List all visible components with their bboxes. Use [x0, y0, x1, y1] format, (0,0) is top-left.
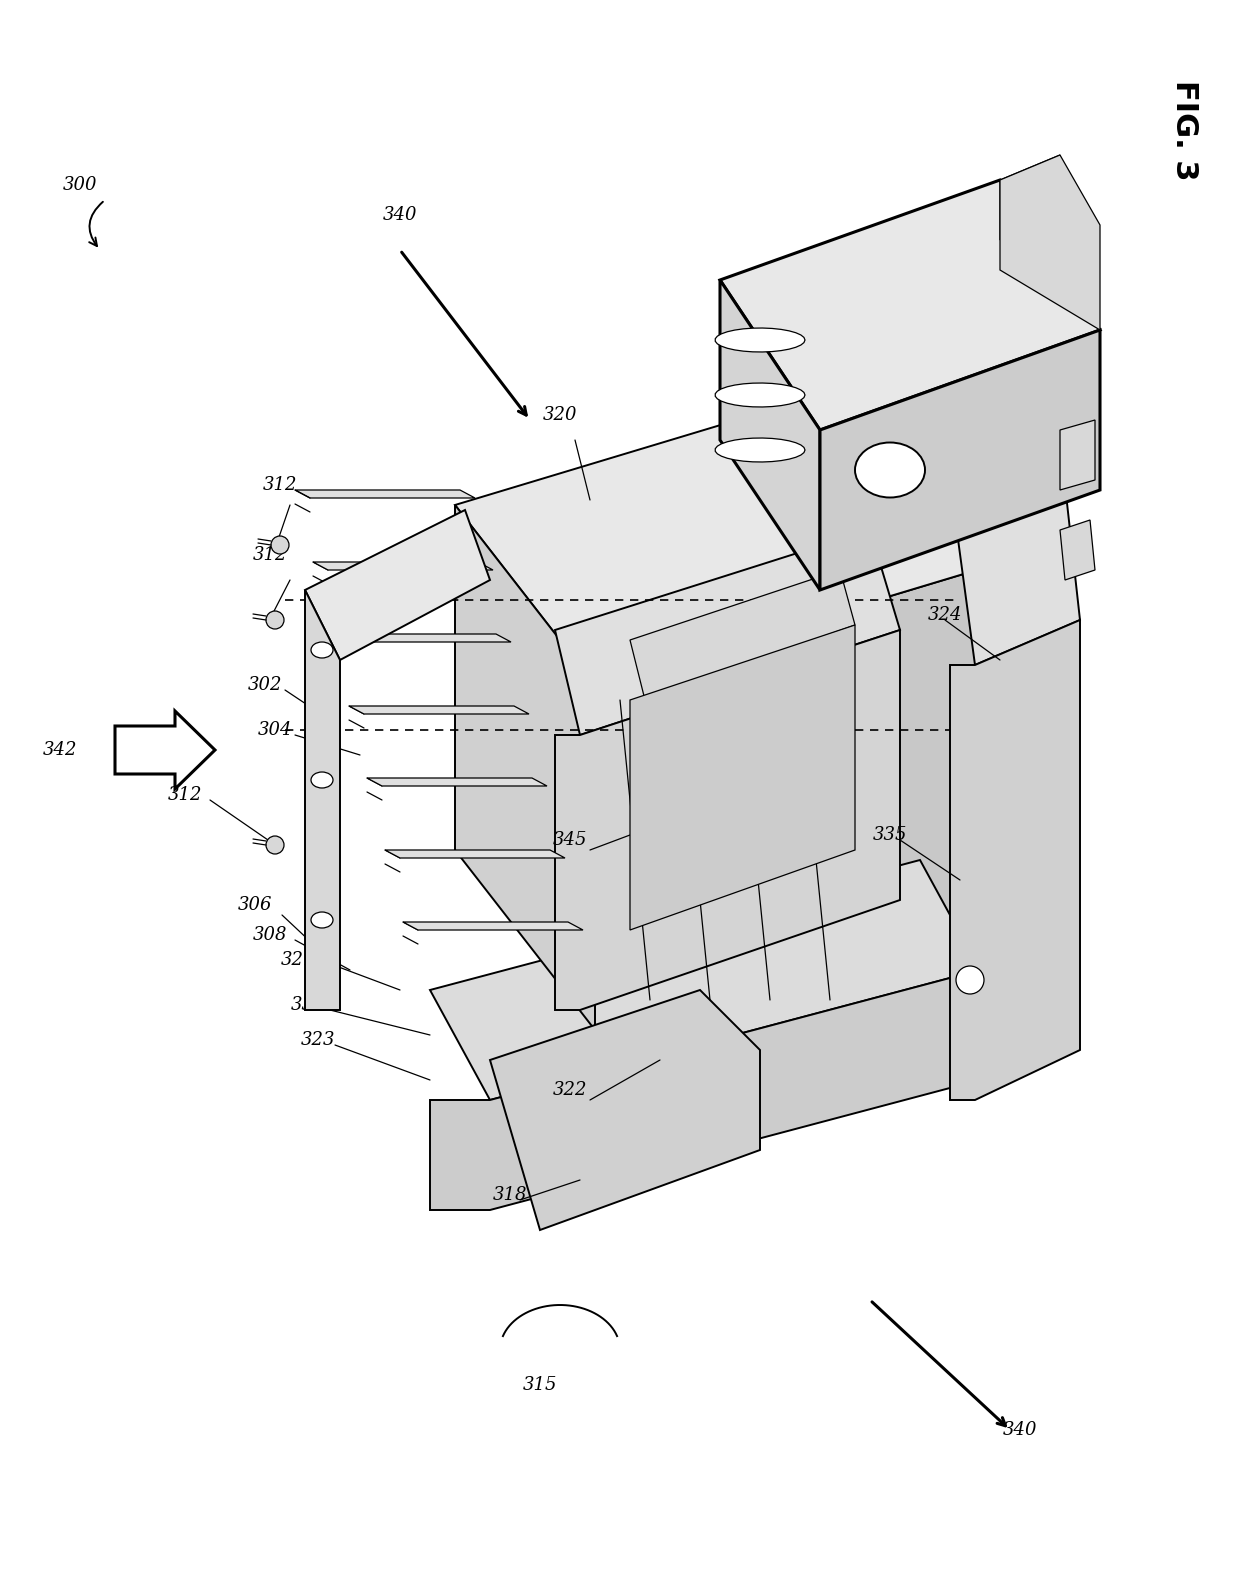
Text: 304: 304: [258, 720, 293, 740]
Polygon shape: [455, 379, 1011, 685]
Polygon shape: [305, 590, 340, 1011]
Polygon shape: [820, 330, 1100, 590]
Text: 324: 324: [928, 606, 962, 623]
Polygon shape: [595, 559, 1011, 1030]
Polygon shape: [715, 383, 805, 406]
Polygon shape: [999, 155, 1060, 241]
Text: 342: 342: [42, 741, 77, 759]
Polygon shape: [556, 529, 900, 735]
Polygon shape: [430, 861, 980, 1100]
Text: 308: 308: [253, 926, 288, 944]
Text: FIG. 3: FIG. 3: [1171, 80, 1199, 180]
Circle shape: [267, 835, 284, 854]
Text: 322: 322: [553, 1081, 588, 1098]
Circle shape: [956, 966, 985, 995]
Circle shape: [267, 611, 284, 630]
Text: 300: 300: [63, 175, 97, 194]
Polygon shape: [950, 440, 1080, 665]
Text: 321: 321: [280, 952, 315, 969]
Text: 340: 340: [1003, 1420, 1037, 1439]
Polygon shape: [556, 630, 900, 1011]
Ellipse shape: [311, 771, 334, 787]
Polygon shape: [1060, 520, 1095, 580]
Text: 312: 312: [253, 547, 288, 564]
Text: 320: 320: [543, 406, 578, 424]
Circle shape: [272, 536, 289, 555]
Polygon shape: [715, 328, 805, 352]
Text: 345: 345: [553, 830, 588, 850]
Text: 306: 306: [238, 896, 273, 913]
Text: 333: 333: [290, 996, 325, 1014]
Text: 323: 323: [301, 1031, 335, 1049]
Polygon shape: [430, 971, 980, 1210]
Text: 318: 318: [492, 1186, 527, 1203]
Polygon shape: [367, 778, 547, 786]
Polygon shape: [720, 281, 820, 590]
Text: 312: 312: [167, 786, 202, 803]
Text: 335: 335: [873, 826, 908, 843]
Polygon shape: [1060, 419, 1095, 489]
Polygon shape: [305, 510, 490, 660]
Polygon shape: [312, 563, 494, 571]
Ellipse shape: [311, 642, 334, 658]
Polygon shape: [455, 505, 595, 1030]
Polygon shape: [630, 625, 856, 929]
Polygon shape: [295, 489, 475, 497]
Polygon shape: [950, 620, 1080, 1100]
Text: 315: 315: [523, 1376, 557, 1395]
Polygon shape: [720, 180, 1100, 430]
Text: 340: 340: [383, 206, 417, 225]
Polygon shape: [999, 155, 1100, 330]
Ellipse shape: [311, 912, 334, 928]
Polygon shape: [384, 850, 565, 858]
Polygon shape: [348, 706, 529, 714]
Polygon shape: [490, 990, 760, 1231]
Text: 302: 302: [248, 676, 283, 693]
Polygon shape: [630, 571, 856, 700]
Polygon shape: [115, 711, 215, 789]
Polygon shape: [403, 921, 583, 929]
Polygon shape: [715, 438, 805, 462]
Polygon shape: [331, 634, 511, 642]
Text: 312: 312: [263, 477, 298, 494]
Ellipse shape: [856, 443, 925, 497]
